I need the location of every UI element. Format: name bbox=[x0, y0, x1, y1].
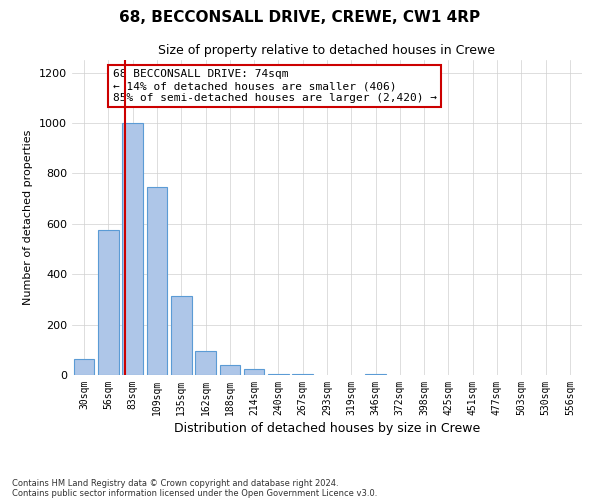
Bar bbox=[244, 370, 265, 375]
Text: 68, BECCONSALL DRIVE, CREWE, CW1 4RP: 68, BECCONSALL DRIVE, CREWE, CW1 4RP bbox=[119, 10, 481, 25]
X-axis label: Distribution of detached houses by size in Crewe: Distribution of detached houses by size … bbox=[174, 422, 480, 435]
Bar bbox=[365, 374, 386, 375]
Bar bbox=[171, 296, 191, 375]
Text: Contains HM Land Registry data © Crown copyright and database right 2024.: Contains HM Land Registry data © Crown c… bbox=[12, 478, 338, 488]
Bar bbox=[98, 230, 119, 375]
Bar bbox=[268, 374, 289, 375]
Bar bbox=[292, 374, 313, 375]
Title: Size of property relative to detached houses in Crewe: Size of property relative to detached ho… bbox=[158, 44, 496, 58]
Bar bbox=[220, 365, 240, 375]
Text: 68 BECCONSALL DRIVE: 74sqm
← 14% of detached houses are smaller (406)
85% of sem: 68 BECCONSALL DRIVE: 74sqm ← 14% of deta… bbox=[113, 70, 437, 102]
Bar bbox=[74, 358, 94, 375]
Text: Contains public sector information licensed under the Open Government Licence v3: Contains public sector information licen… bbox=[12, 488, 377, 498]
Y-axis label: Number of detached properties: Number of detached properties bbox=[23, 130, 34, 305]
Bar bbox=[146, 188, 167, 375]
Bar bbox=[122, 123, 143, 375]
Bar bbox=[195, 351, 216, 375]
